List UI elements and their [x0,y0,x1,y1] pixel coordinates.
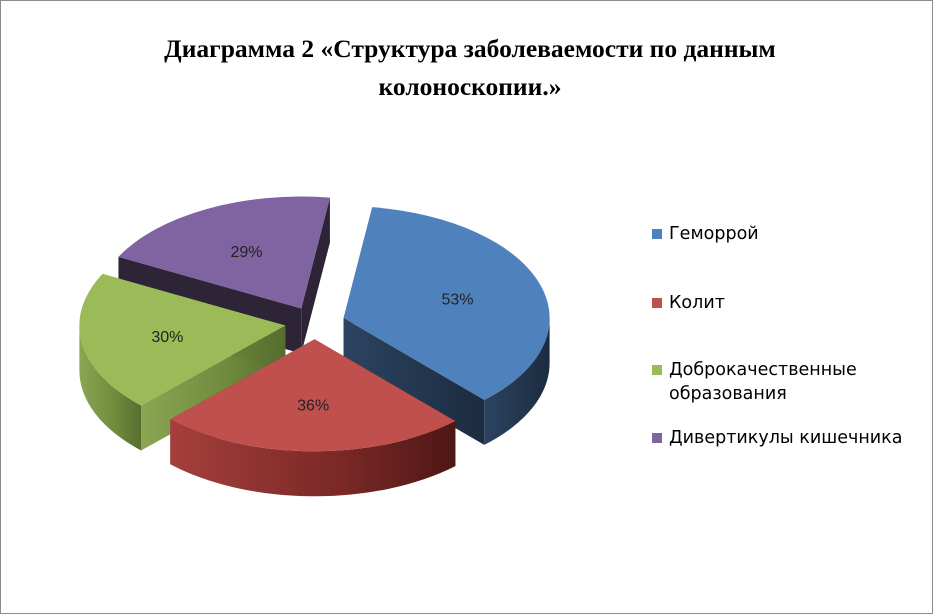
slice-outer-wall [170,419,456,497]
legend-label: Колит [669,293,725,313]
slice-side-wall [343,318,485,445]
legend-swatch-green [652,365,662,375]
legend-label-line-2: образования [669,384,787,404]
slice-outer-wall [79,325,142,451]
data-label-colitis: 36% [297,397,329,414]
slice-top-diverticula [118,196,330,309]
legend-item-colitis: Колит [652,291,725,315]
chart-title-line-1: Диаграмма 2 «Структура заболеваемости по… [164,34,776,63]
pie-slice-benign-formations [79,273,286,451]
legend-item-diverticula: Дивертикулы кишечника [652,426,902,450]
pie-slice-colitis [170,339,456,497]
data-label-hemorrhoids: 53% [442,292,474,309]
slice-side-wall [301,197,330,354]
data-label-diverticula: 29% [230,244,262,261]
legend-swatch-blue [652,229,662,239]
chart-title-line-2: колоноскопии.» [378,72,562,101]
legend-swatch-red [652,298,662,308]
legend-item-hemorrhoids: Геморрой [652,222,759,246]
slice-top-hemorrhoids [343,207,550,400]
slice-outer-wall [484,318,550,445]
slice-top-benign-formations [79,273,286,406]
chart-title: Диаграмма 2 «Структура заболеваемости по… [60,30,880,106]
legend-label: Геморрой [669,224,759,244]
legend-label: Дивертикулы кишечника [669,428,903,448]
legend-label-line-1: Доброкачественные [669,360,857,380]
slice-top-colitis [170,339,456,452]
data-label-benign-formations: 30% [151,329,183,346]
legend-item-benign-formations: Доброкачественные образования [652,358,857,406]
legend-label: Доброкачественные образования [669,358,857,406]
pie-slice-hemorrhoids [343,207,550,445]
legend-swatch-purple [652,433,662,443]
